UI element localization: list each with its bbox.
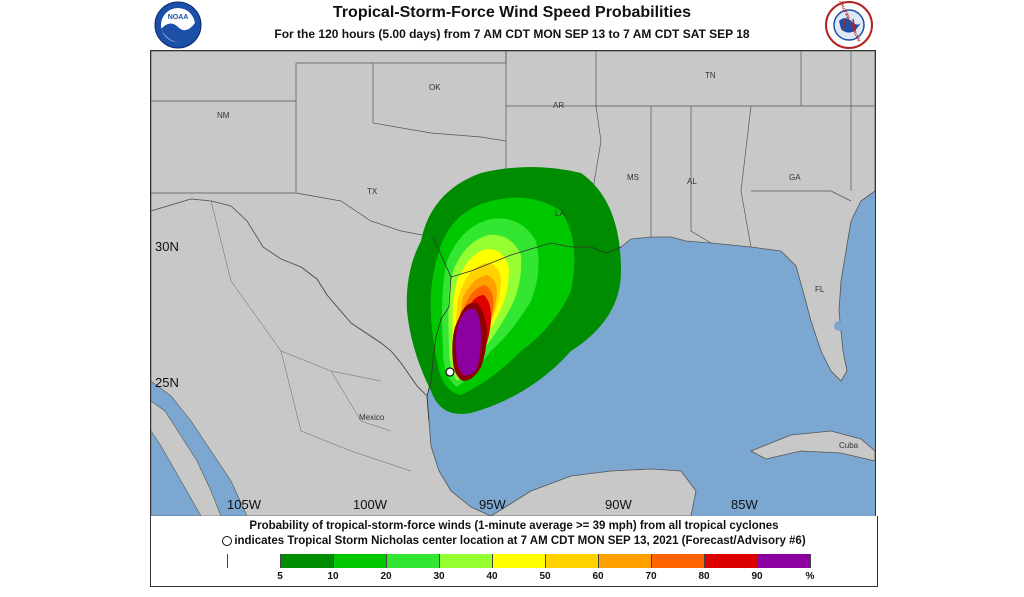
- legend-swatch-0: [227, 554, 281, 568]
- label-ar: AR: [553, 101, 565, 110]
- legend-swatch-4: [440, 554, 493, 568]
- lon-label-100w: 100W: [353, 497, 387, 512]
- baja-peninsula: [151, 400, 222, 516]
- label-la: LA: [555, 209, 565, 218]
- label-tn: TN: [705, 71, 716, 80]
- label-nm: NM: [217, 111, 230, 120]
- legend-swatch-1: [281, 554, 334, 568]
- legend-tick-4: 40: [486, 571, 498, 582]
- label-ga: GA: [789, 173, 801, 182]
- lon-label-85w: 85W: [731, 497, 758, 512]
- lon-label-95w: 95W: [479, 497, 506, 512]
- map-panel: NM OK AR TN TX LA MS AL GA FL Mexico Cub…: [150, 50, 876, 517]
- label-fl: FL: [815, 285, 825, 294]
- label-tx: TX: [367, 187, 378, 196]
- color-scale-ticks: 5 10 20 30 40 50 60 70 80 90%: [227, 571, 827, 585]
- legend-swatch-5: [493, 554, 546, 568]
- legend-tick-7: 70: [645, 571, 657, 582]
- color-scale: [227, 554, 811, 569]
- legend-tick-8: 80: [698, 571, 710, 582]
- contour-100: [455, 308, 481, 376]
- legend-tick-10: %: [805, 571, 815, 582]
- rio-grande: [300, 266, 428, 397]
- legend-tick-0: 5: [277, 571, 283, 582]
- legend-panel: Probability of tropical-storm-force wind…: [150, 516, 878, 587]
- lat-label-30n: 30N: [155, 239, 179, 254]
- storm-center-circle: [445, 367, 455, 377]
- legend-swatch-6: [546, 554, 599, 568]
- yucatan-land: [490, 468, 697, 516]
- label-cuba: Cuba: [839, 441, 859, 450]
- gulf-coastline: [450, 242, 622, 278]
- storm-center-note-text: indicates Tropical Storm Nicholas center…: [234, 535, 806, 547]
- gulf-of-california: [151, 380, 248, 516]
- legend-tick-9: 90: [751, 571, 763, 582]
- state-boundaries: [151, 51, 875, 248]
- legend-swatch-2: [334, 554, 387, 568]
- label-ok: OK: [429, 83, 441, 92]
- chart-subtitle: For the 120 hours (5.00 days) from 7 AM …: [274, 27, 750, 41]
- lon-label-90w: 90W: [605, 497, 632, 512]
- storm-center-legend-icon: [222, 535, 233, 546]
- label-al: AL: [687, 177, 697, 186]
- noaa-logo-text: NOAA: [168, 14, 189, 21]
- legend-tick-3: 30: [433, 571, 445, 582]
- legend-tick-2: 20: [380, 571, 392, 582]
- cuba-land: [750, 430, 875, 462]
- legend-tick-5: 50: [539, 571, 551, 582]
- legend-swatch-3: [387, 554, 440, 568]
- lat-label-25n: 25N: [155, 375, 179, 390]
- label-ms: MS: [627, 173, 639, 182]
- legend-swatch-9: [705, 554, 758, 568]
- legend-description: Probability of tropical-storm-force wind…: [249, 520, 779, 532]
- legend-swatch-7: [599, 554, 652, 568]
- nws-logo: NATIONAL WEATHER SERVICE: [825, 0, 873, 49]
- storm-center-note: indicates Tropical Storm Nicholas center…: [151, 535, 877, 547]
- lake-okeechobee: [834, 321, 844, 331]
- legend-swatch-8: [652, 554, 705, 568]
- texas-coastline: [426, 236, 452, 422]
- mexico-boundaries: [210, 200, 412, 472]
- noaa-logo: NOAA: [154, 1, 202, 49]
- label-mexico: Mexico: [359, 413, 385, 422]
- chart-title: Tropical-Storm-Force Wind Speed Probabil…: [332, 4, 692, 21]
- legend-swatch-10: [758, 554, 811, 568]
- probability-contours: [406, 167, 621, 415]
- lon-label-105w: 105W: [227, 497, 261, 512]
- legend-tick-6: 60: [592, 571, 604, 582]
- map-canvas: [151, 51, 875, 516]
- legend-tick-1: 10: [327, 571, 339, 582]
